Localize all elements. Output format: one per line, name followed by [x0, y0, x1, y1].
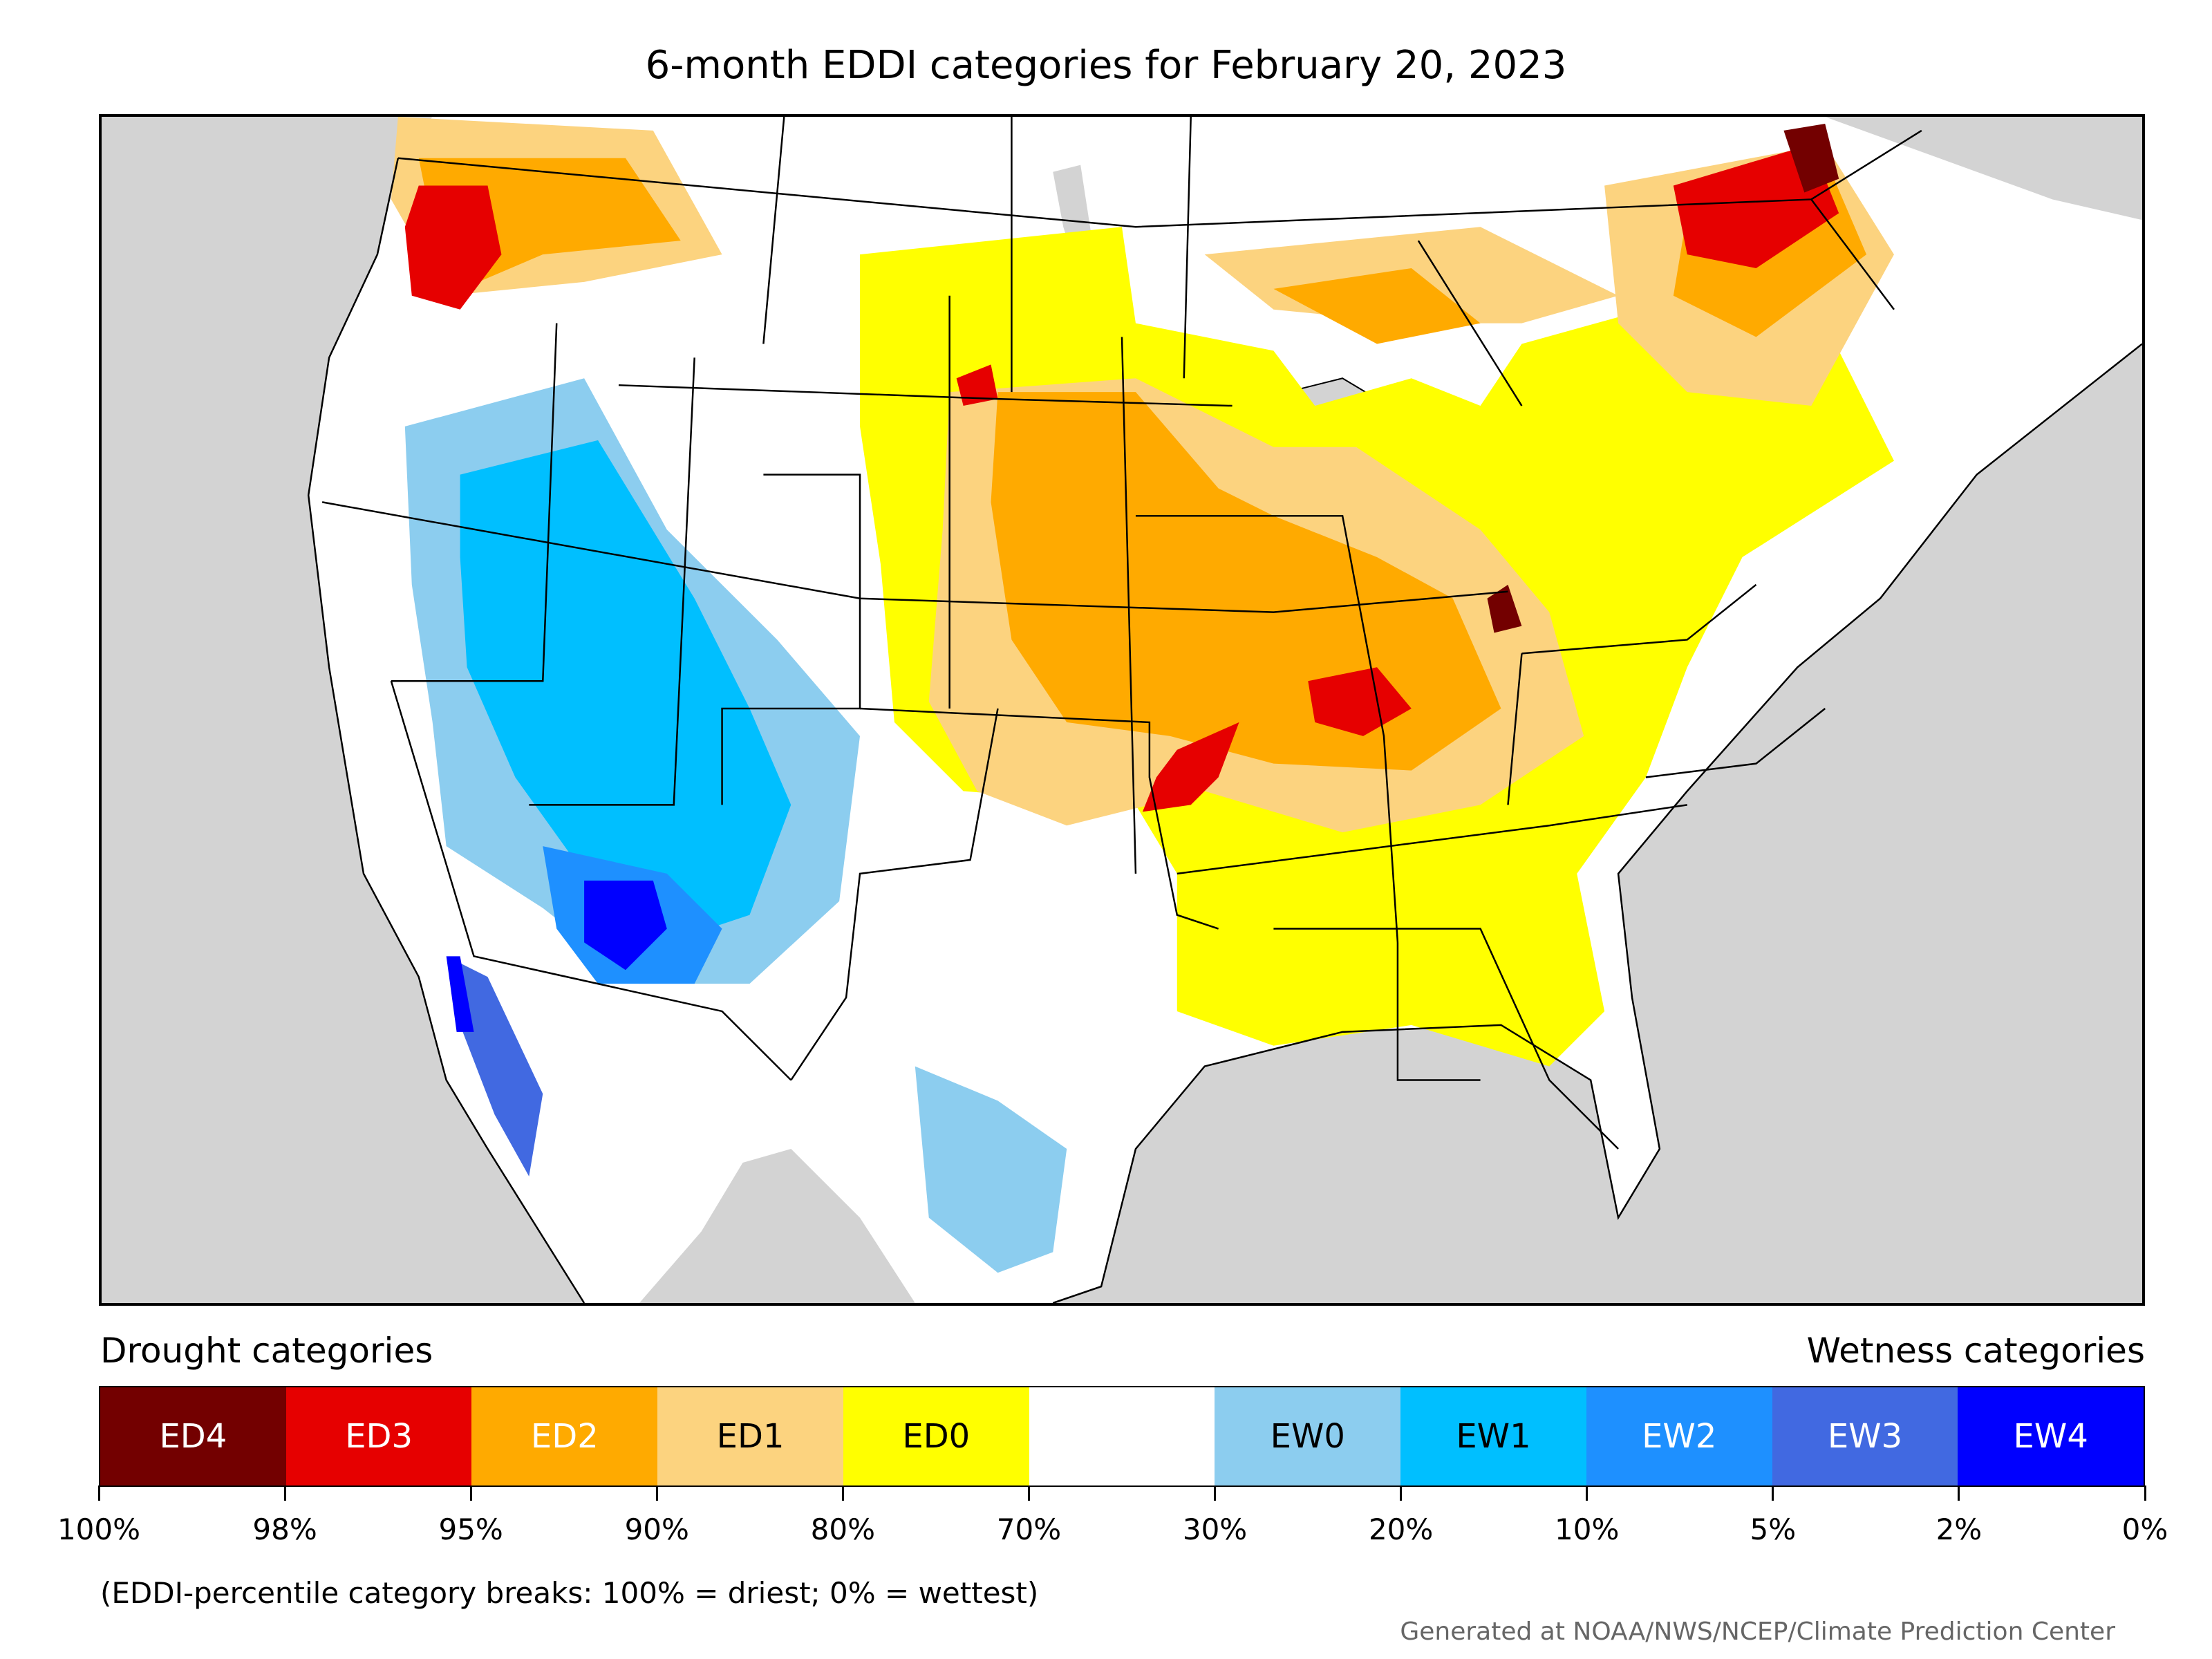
legend-break-label: 2%	[1936, 1512, 1983, 1546]
legend-swatch-ed0: ED0	[843, 1387, 1029, 1485]
legend-break-label: 90%	[624, 1512, 689, 1546]
credit-line: Generated at NOAA/NWS/NCEP/Climate Predi…	[1400, 1618, 2115, 1646]
legend-break-label: 30%	[1182, 1512, 1248, 1546]
legend-swatch-ew0: EW0	[1215, 1387, 1401, 1485]
legend-swatch-ed2: ED2	[471, 1387, 658, 1485]
legend-break-label: 10%	[1555, 1512, 1620, 1546]
canada-north	[397, 117, 1826, 227]
map-panel	[99, 114, 2145, 1306]
legend-swatch-ed4: ED4	[100, 1387, 286, 1485]
coastline	[307, 158, 585, 1303]
eddi-map	[307, 117, 2142, 1303]
legend-break-label: 20%	[1368, 1512, 1434, 1546]
drought-categories-label: Drought categories	[100, 1331, 433, 1371]
legend-swatch-ew3: EW3	[1772, 1387, 1958, 1485]
legend-tick	[1772, 1485, 1774, 1501]
legend-swatch-ew4: EW4	[1958, 1387, 2144, 1485]
legend-colorbar: ED4 ED3 ED2 ED1 ED0 EW0 EW1 EW2 EW3 EW4	[99, 1386, 2145, 1487]
legend-tick	[469, 1485, 472, 1501]
legend-tick	[655, 1485, 658, 1501]
legend-tick	[2144, 1485, 2146, 1501]
legend-break-label: 95%	[438, 1512, 503, 1546]
state-borders	[321, 117, 1922, 1150]
wetness-categories-label: Wetness categories	[1806, 1331, 2145, 1371]
legend-break-label: 98%	[252, 1512, 317, 1546]
legend-tick	[1958, 1485, 1960, 1501]
category-note: (EDDI-percentile category breaks: 100% =…	[100, 1576, 1039, 1610]
legend-tick	[283, 1485, 286, 1501]
legend-break-label: 80%	[810, 1512, 876, 1546]
legend-tick	[841, 1485, 844, 1501]
legend-break-label: 0%	[2121, 1512, 2168, 1546]
legend-break-label: 5%	[1750, 1512, 1797, 1546]
legend-tick	[1400, 1485, 1403, 1501]
legend-break-label: 100%	[57, 1512, 141, 1546]
legend-tick	[1027, 1485, 1030, 1501]
legend-swatch-ew2: EW2	[1586, 1387, 1772, 1485]
map-title: 6-month EDDI categories for February 20,…	[645, 43, 1567, 88]
legend-swatch-ed1: ED1	[657, 1387, 843, 1485]
legend-swatch-ed3: ED3	[285, 1387, 472, 1485]
legend-swatch-ew1: EW1	[1400, 1387, 1586, 1485]
legend-tick	[97, 1485, 100, 1501]
legend-break-label: 70%	[996, 1512, 1062, 1546]
legend-tick	[1586, 1485, 1588, 1501]
legend-swatch-normal	[1029, 1387, 1215, 1485]
legend-tick	[1214, 1485, 1217, 1501]
